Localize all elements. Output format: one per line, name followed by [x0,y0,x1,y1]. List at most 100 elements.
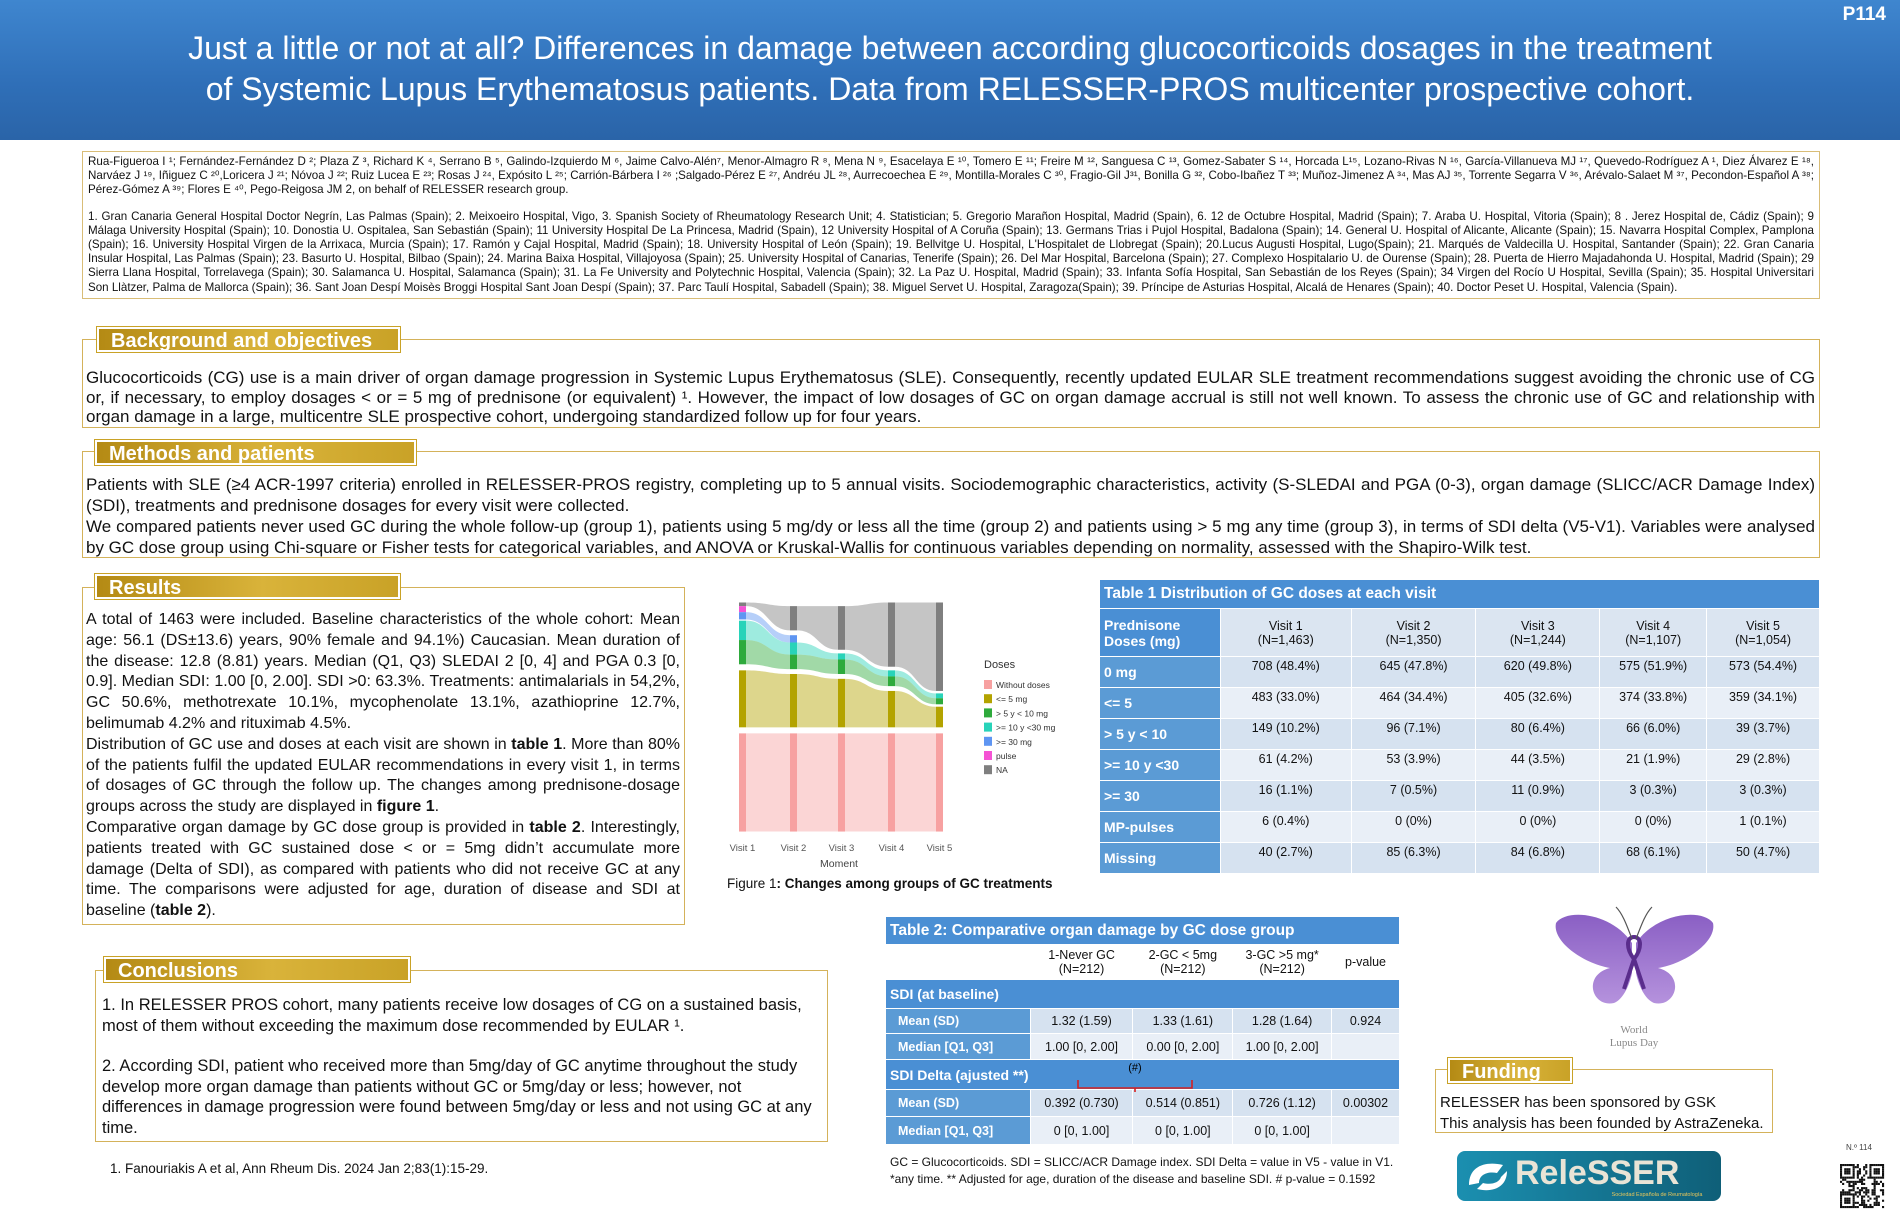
qr-module [1846,1164,1849,1167]
table-row: Table 2: Comparative organ damage by GC … [885,916,1400,945]
qr-module [1869,1197,1872,1200]
qr-module [1861,1197,1864,1200]
row-label: >= 30 [1099,780,1221,812]
qr-module [1869,1203,1872,1206]
table-header-cell: 2-GC < 5mg (N=212) [1132,944,1234,980]
qr-module [1873,1197,1876,1200]
qr-module [1863,1182,1866,1185]
paragraph: Distribution of GC use and doses at each… [86,735,680,818]
table-header-blank [885,944,1031,980]
qr-module [1877,1203,1880,1206]
qr-module [1852,1187,1855,1190]
qr-module [1842,1206,1845,1209]
qr-module [1852,1170,1855,1173]
table-cell: 3 (0.3%) [1599,780,1708,812]
qr-module [1882,1174,1885,1177]
qr-module [1865,1172,1868,1175]
flow [746,620,790,655]
table-header-cell: Visit 5 (N=1,054) [1706,608,1820,657]
legend-swatch [984,694,992,704]
qr-module [1858,1203,1861,1206]
table-header-row: 1-Never GC (N=212) 2-GC < 5mg (N=212) 3-GC… [885,944,1400,980]
node-bar [739,640,746,665]
qr-module [1869,1168,1872,1171]
qr-module [1856,1206,1859,1209]
qr-module [1852,1166,1855,1169]
qr-module [1846,1197,1849,1200]
poster-code: P114 [1842,4,1886,25]
table-row: <= 5 483 (33.0%) 464 (34.4%) 405 (32.6%) 374… [1099,687,1820,719]
flow [797,654,838,674]
qr-module [1861,1203,1864,1206]
qr-module [1840,1172,1843,1175]
node-bar [790,606,797,631]
flow [797,606,838,650]
qr-module [1867,1206,1870,1209]
table-cell: 0 (0%) [1350,811,1477,843]
paragraph: 1. In RELESSER PROS cohort, many patient… [102,996,802,1035]
qr-module [1863,1195,1866,1198]
qr-module [1852,1195,1855,1198]
qr-module [1875,1164,1878,1167]
node-bar [838,606,845,650]
table-cell: 0.392 (0.730) [1029,1089,1134,1117]
figure-caption: Figure 1: Changes among groups of GC tre… [727,876,1053,891]
qr-module [1869,1170,1872,1173]
qr-module [1873,1189,1876,1192]
table-row: Mean (SD) 0.392 (0.730) 0.514 (0.851) 0.726… [885,1089,1400,1117]
logo-icon [1469,1163,1507,1191]
table-cell: 50 (4.7%) [1706,842,1820,874]
qr-module [1865,1164,1868,1167]
node-bar [790,733,797,832]
qr-module [1873,1191,1876,1194]
qr-module [1848,1180,1851,1183]
table-cell: 66 (6.0%) [1599,718,1708,750]
qr-module [1844,1201,1847,1204]
qr-module [1846,1176,1849,1179]
qr-module [1856,1176,1859,1179]
world-lupus-day-logo: World Lupus Day [1555,906,1714,1049]
table-cell: 0 [0, 1.00] [1029,1116,1134,1145]
paragraph: A total of 1463 were included. Baseline … [86,610,680,735]
qr-module [1877,1172,1880,1175]
qr-module [1848,1206,1851,1209]
x-tick-label: Visit 5 [927,843,953,854]
qr-module [1848,1164,1851,1167]
qr-module [1869,1206,1872,1209]
bold-run: table 1 [511,735,563,753]
qr-module [1877,1170,1880,1173]
bold-run: figure 1 [376,798,435,816]
table-title: Table 1 Distribution of GC doses at each… [1099,579,1820,609]
significance-bracket: (#) [1077,1062,1193,1092]
row-label: 0 mg [1099,656,1221,688]
qr-module [1850,1193,1853,1196]
text-run: A total of 1463 were included. Baseline … [86,611,680,732]
table-cell: 0.726 (1.12) [1232,1089,1333,1117]
flow [895,670,936,699]
table-cell: 1.00 [0, 2.00] [1029,1033,1134,1060]
legend-label: > 5 y < 10 mg [996,708,1048,718]
section-label: SDI (at baseline) [885,979,1400,1009]
qr-module [1861,1178,1864,1181]
qr-module [1875,1203,1878,1206]
node-bar [838,678,845,728]
row-label: >= 10 y <30 [1099,749,1221,781]
qr-module [1840,1191,1843,1194]
qr-module [1852,1206,1855,1209]
table-header-cell: Prednisone Doses (mg) [1099,608,1221,657]
qr-module [1846,1170,1849,1173]
qr-module [1867,1199,1870,1202]
table-header-cell: 1-Never GC (N=212) [1029,944,1134,980]
table-section-row: SDI (at baseline) [885,979,1400,1009]
section-label: SDI Delta (ajusted **) [885,1059,1400,1090]
bracket-line [1077,1080,1193,1089]
qr-module [1840,1170,1843,1173]
paragraph: Glucocorticoids (CG) use is a main drive… [86,368,1815,426]
node-bar [790,635,797,643]
node-bar [888,676,895,687]
methods-box: Patients with SLE (≥4 ACR-1997 criteria)… [82,451,1820,558]
qr-module [1840,1164,1843,1167]
qr-module [1844,1191,1847,1194]
table-header-cell: Visit 4 (N=1,107) [1599,608,1708,657]
